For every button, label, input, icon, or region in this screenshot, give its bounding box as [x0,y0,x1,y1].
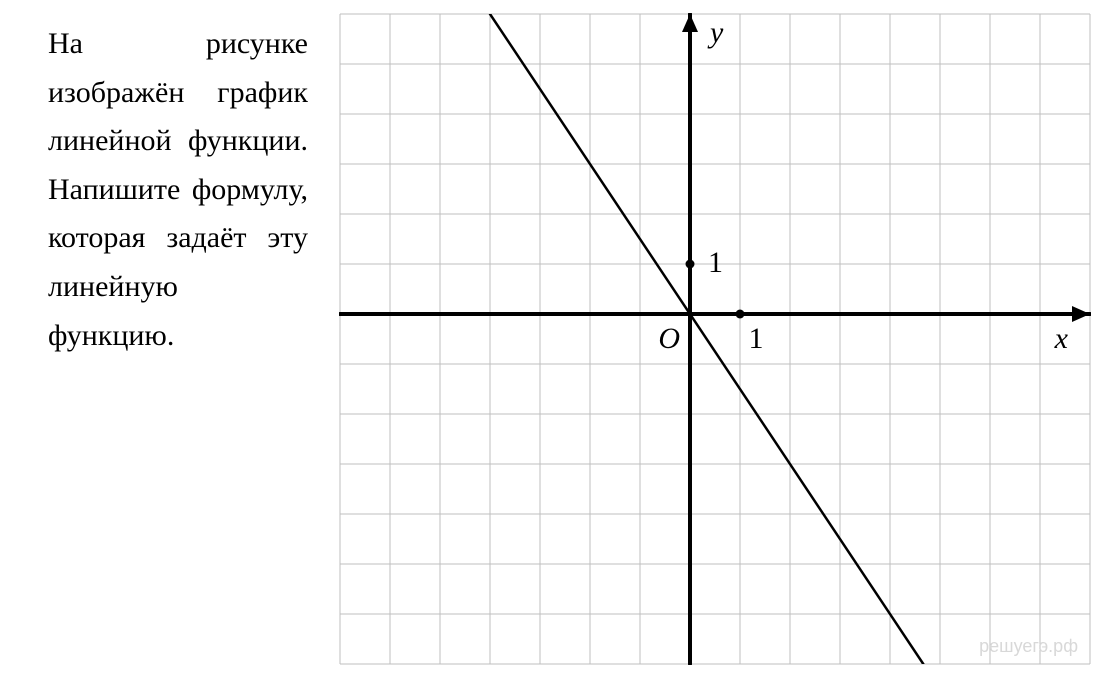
origin-label: O [658,322,680,355]
unit-y-label: 1 [708,246,723,279]
y-axis-label: y [707,16,724,49]
chart-container: y x O 1 1 решуегэ.рф [320,0,1120,678]
unit-x-label: 1 [749,322,764,355]
x-axis-label: x [1054,322,1069,355]
problem-paragraph: На рисунке изображён график линейной фун… [48,27,308,352]
linear-function-chart: y x O 1 1 решуегэ.рф [339,13,1091,665]
page: На рисунке изображён график линейной фун… [0,0,1120,678]
tick-y-1 [686,260,695,269]
problem-text: На рисунке изображён график линейной фун… [0,0,320,678]
tick-x-1 [736,310,745,319]
watermark: решуегэ.рф [979,636,1078,656]
